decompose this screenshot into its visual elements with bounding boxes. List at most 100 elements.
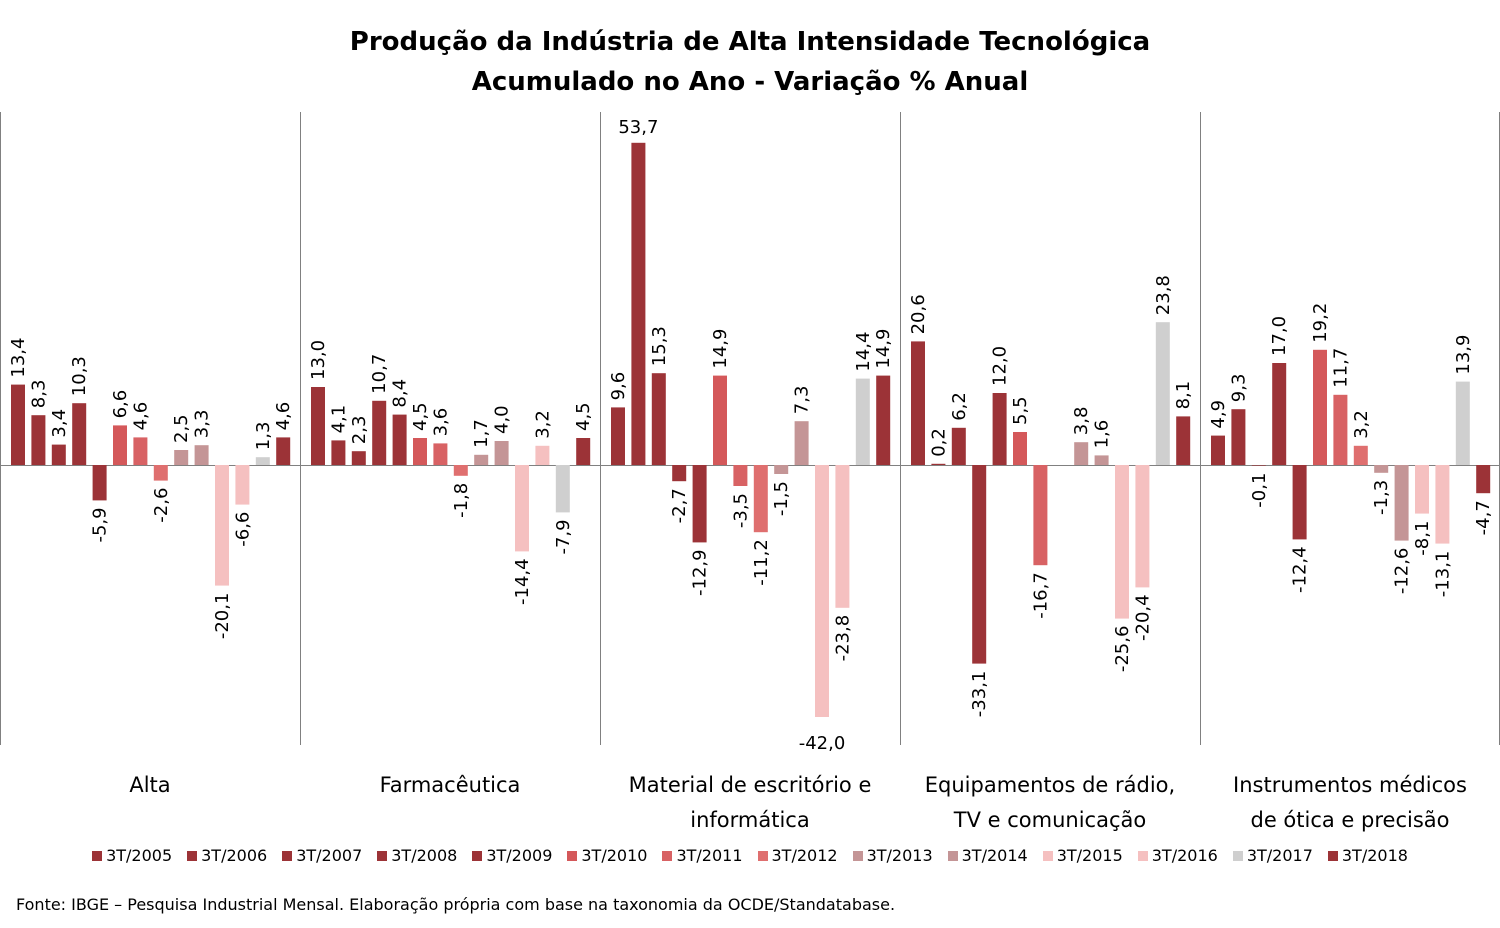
- data-label: 4,0: [492, 405, 513, 434]
- legend-swatch: [92, 850, 103, 861]
- data-label: 6,2: [949, 392, 970, 421]
- category-label: Material de escritório e: [629, 773, 872, 797]
- legend-item: 3T/2008: [377, 846, 457, 865]
- bar: [1115, 465, 1129, 619]
- chart-legend: 3T/2005 3T/2006 3T/2007 3T/2008 3T/2009 3T/20…: [0, 846, 1500, 865]
- bar: [215, 465, 229, 586]
- data-label: 8,1: [1173, 381, 1194, 410]
- bar: [51, 444, 66, 465]
- bar: [113, 425, 127, 465]
- data-label: 3,6: [430, 408, 451, 437]
- bar: [235, 465, 250, 505]
- bar: [1155, 322, 1170, 465]
- data-label: 3,2: [1351, 410, 1372, 439]
- bar: [815, 465, 829, 717]
- bar: [1435, 465, 1450, 544]
- legend-label: 3T/2015: [1056, 846, 1123, 865]
- data-label: -4,7: [1473, 500, 1494, 535]
- bar: [255, 457, 270, 465]
- legend-item: 3T/2014: [947, 846, 1028, 865]
- data-label: 1,6: [1092, 420, 1113, 449]
- bar: [992, 393, 1007, 465]
- bar: [331, 440, 346, 465]
- legend-label: 3T/2018: [1341, 846, 1408, 865]
- data-label: 8,4: [390, 379, 411, 408]
- legend-item: 3T/2016: [1137, 846, 1218, 865]
- data-label: 13,4: [8, 338, 29, 378]
- data-label: 0,2: [928, 428, 949, 457]
- bar: [1176, 416, 1191, 465]
- data-label: 17,0: [1269, 316, 1290, 356]
- data-label: -11,2: [751, 539, 772, 586]
- legend-swatch: [1232, 850, 1243, 861]
- bar: [1074, 442, 1089, 465]
- legend-label: 3T/2016: [1151, 846, 1218, 865]
- bar: [672, 465, 687, 482]
- bar: [494, 441, 509, 465]
- legend-item: 3T/2010: [567, 846, 647, 865]
- data-label: 53,7: [618, 117, 658, 138]
- category-label: Instrumentos médicos: [1233, 773, 1467, 797]
- legend-swatch: [852, 850, 863, 861]
- bar: [515, 465, 529, 552]
- data-label: 2,3: [349, 416, 370, 445]
- data-label: -16,7: [1030, 572, 1051, 619]
- legend-item: 3T/2018: [1327, 846, 1408, 865]
- data-label: 2,5: [171, 414, 192, 443]
- data-label: 9,3: [1228, 374, 1249, 403]
- data-label: 4,9: [1208, 400, 1229, 429]
- data-label: 4,6: [130, 402, 151, 431]
- data-label: 11,7: [1330, 348, 1351, 388]
- bar: [911, 341, 925, 465]
- data-label: -2,6: [151, 488, 172, 523]
- data-label: -1,8: [451, 483, 472, 518]
- data-label: 4,1: [328, 405, 349, 434]
- data-label: 5,5: [1010, 396, 1031, 425]
- data-label: 14,9: [710, 329, 731, 369]
- data-label: -12,4: [1290, 546, 1311, 593]
- bar: [372, 400, 387, 465]
- data-label: 20,6: [908, 294, 929, 334]
- legend-swatch: [377, 850, 388, 861]
- bar: [1353, 445, 1368, 465]
- legend-swatch: [1327, 850, 1338, 861]
- bar: [651, 373, 666, 465]
- data-label: -33,1: [969, 671, 990, 718]
- bar: [774, 465, 789, 474]
- data-label: -14,4: [512, 558, 533, 605]
- data-label: -6,6: [232, 512, 253, 547]
- legend-label: 3T/2010: [581, 846, 648, 865]
- bar: [433, 443, 448, 465]
- bar: [72, 403, 87, 465]
- category-label: Equipamentos de rádio,: [925, 773, 1175, 797]
- data-label: -23,8: [832, 615, 853, 662]
- bar: [631, 142, 646, 466]
- bar: [311, 387, 325, 465]
- legend-swatch: [187, 850, 198, 861]
- bar: [1455, 381, 1470, 465]
- bar: [692, 465, 707, 543]
- legend-label: 3T/2013: [866, 846, 933, 865]
- chart-title-line1: Produção da Indústria de Alta Intensidad…: [349, 27, 1151, 57]
- data-label: 9,6: [608, 372, 629, 401]
- data-label: -2,7: [669, 488, 690, 523]
- bar: [576, 438, 591, 465]
- data-label: 1,3: [253, 422, 274, 451]
- bar: [972, 465, 987, 664]
- legend-swatch: [472, 850, 483, 861]
- legend-swatch: [1042, 850, 1053, 861]
- data-label: 4,6: [273, 402, 294, 431]
- legend-label: 3T/2012: [771, 846, 838, 865]
- legend-swatch: [567, 850, 578, 861]
- bar: [951, 427, 966, 465]
- bar: [1292, 465, 1307, 540]
- bar: [1374, 465, 1389, 473]
- data-label: -20,4: [1132, 594, 1153, 641]
- data-label: 7,3: [792, 386, 813, 415]
- bar: [174, 450, 189, 465]
- data-label: 19,2: [1310, 303, 1331, 343]
- data-label: -8,1: [1412, 521, 1433, 556]
- chart-subtitle: Acumulado no Ano - Variação % Anual: [471, 67, 1029, 97]
- legend-item: 3T/2005: [92, 846, 172, 865]
- bar: [733, 465, 748, 486]
